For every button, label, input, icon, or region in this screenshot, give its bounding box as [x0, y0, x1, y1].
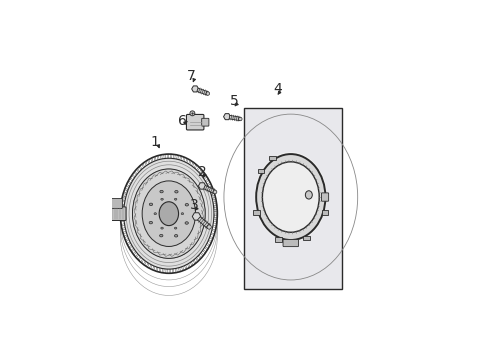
Ellipse shape [123, 158, 214, 269]
Ellipse shape [254, 152, 326, 242]
Polygon shape [191, 86, 198, 92]
Ellipse shape [262, 162, 319, 232]
Circle shape [213, 190, 216, 194]
Bar [302, 236, 309, 240]
Polygon shape [223, 114, 230, 120]
FancyBboxPatch shape [186, 114, 203, 130]
Text: 1: 1 [150, 135, 159, 149]
Ellipse shape [149, 203, 152, 206]
Ellipse shape [185, 203, 188, 206]
Polygon shape [256, 154, 325, 240]
Ellipse shape [305, 191, 312, 199]
Ellipse shape [159, 234, 163, 237]
Ellipse shape [142, 181, 195, 247]
FancyBboxPatch shape [283, 239, 298, 247]
Bar [269, 156, 275, 160]
Polygon shape [197, 88, 208, 95]
FancyBboxPatch shape [201, 118, 208, 126]
Ellipse shape [159, 202, 178, 226]
Ellipse shape [174, 190, 178, 193]
Ellipse shape [184, 222, 188, 224]
Ellipse shape [160, 190, 163, 193]
Text: 7: 7 [187, 69, 196, 84]
Bar [321, 210, 327, 215]
Ellipse shape [161, 198, 163, 200]
Bar [257, 169, 264, 174]
Text: 4: 4 [273, 82, 281, 96]
Bar [274, 237, 281, 242]
Text: 3: 3 [190, 198, 199, 212]
Text: 6: 6 [177, 114, 186, 128]
Polygon shape [197, 217, 210, 229]
Bar [253, 210, 260, 215]
Circle shape [205, 92, 209, 95]
Ellipse shape [174, 227, 177, 229]
Text: 5: 5 [230, 94, 239, 108]
Ellipse shape [154, 213, 156, 215]
Ellipse shape [181, 213, 183, 215]
Ellipse shape [132, 169, 205, 258]
Polygon shape [203, 185, 215, 194]
Bar [243, 108, 342, 288]
Ellipse shape [149, 221, 152, 224]
Circle shape [238, 117, 242, 121]
Polygon shape [192, 213, 201, 220]
FancyBboxPatch shape [110, 207, 126, 220]
Ellipse shape [161, 227, 163, 229]
Polygon shape [229, 115, 240, 121]
Polygon shape [198, 183, 205, 189]
Text: 2: 2 [197, 165, 206, 179]
FancyBboxPatch shape [321, 193, 328, 201]
Ellipse shape [174, 234, 178, 237]
Ellipse shape [174, 198, 177, 200]
Circle shape [206, 225, 211, 229]
FancyBboxPatch shape [110, 199, 122, 208]
Circle shape [189, 111, 195, 116]
